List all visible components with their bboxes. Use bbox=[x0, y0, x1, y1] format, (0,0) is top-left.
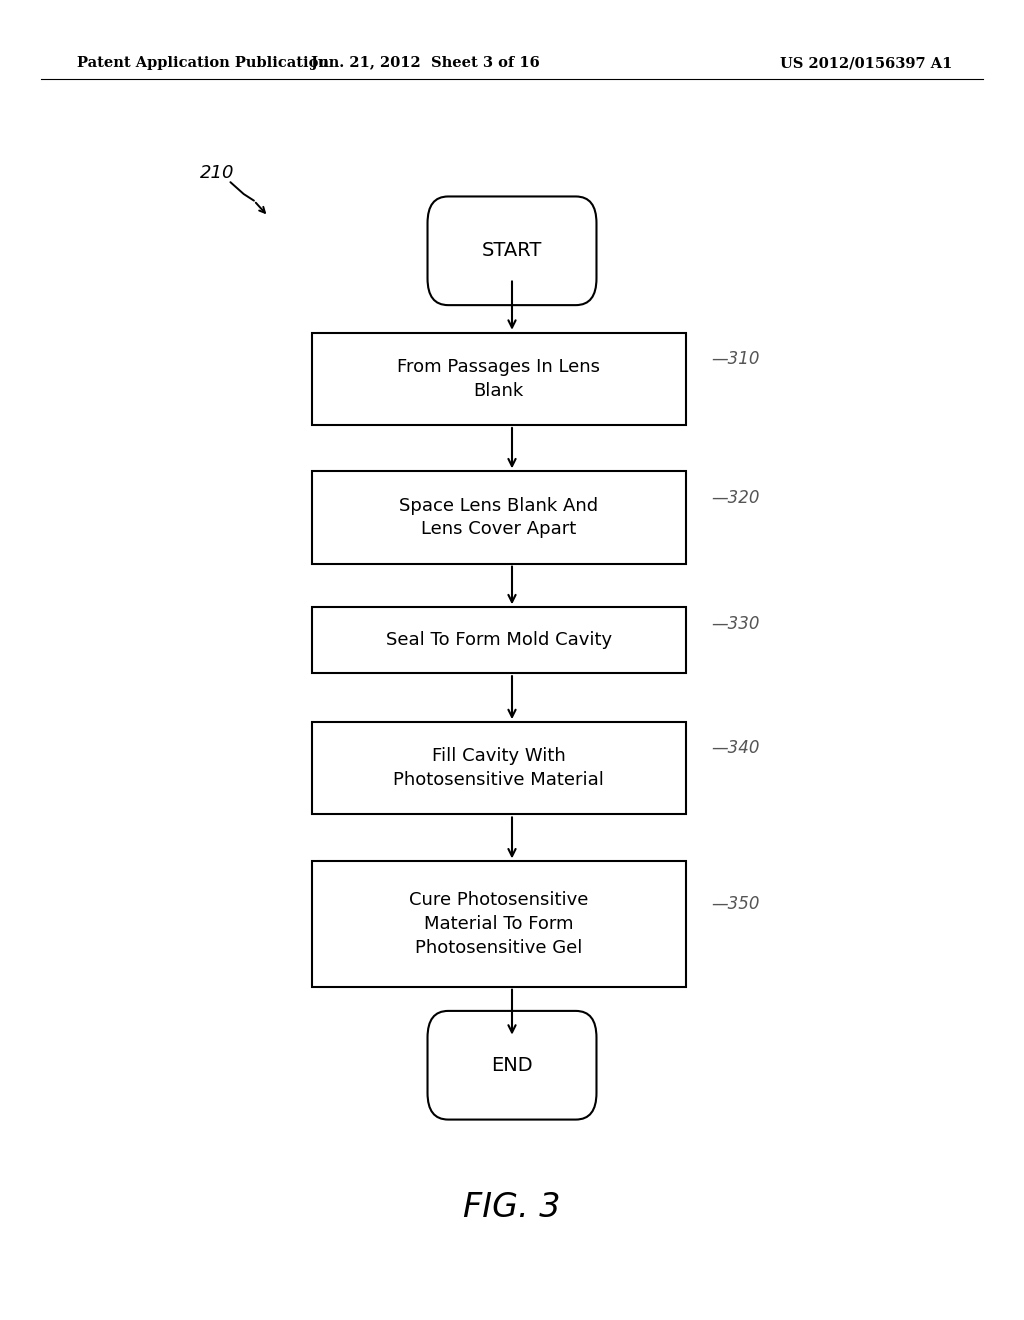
Text: From Passages In Lens
Blank: From Passages In Lens Blank bbox=[397, 358, 600, 400]
Text: —350: —350 bbox=[712, 895, 760, 913]
Text: —340: —340 bbox=[712, 739, 760, 758]
Bar bbox=[311, 722, 686, 814]
Text: Seal To Form Mold Cavity: Seal To Form Mold Cavity bbox=[386, 631, 611, 649]
Text: Space Lens Blank And
Lens Cover Apart: Space Lens Blank And Lens Cover Apart bbox=[399, 496, 598, 539]
Text: Patent Application Publication: Patent Application Publication bbox=[77, 57, 329, 70]
Bar bbox=[311, 333, 686, 425]
Text: FIG. 3: FIG. 3 bbox=[463, 1191, 561, 1225]
Text: 210: 210 bbox=[200, 164, 234, 182]
FancyBboxPatch shape bbox=[428, 197, 596, 305]
Text: Cure Photosensitive
Material To Form
Photosensitive Gel: Cure Photosensitive Material To Form Pho… bbox=[409, 891, 589, 957]
Bar bbox=[311, 861, 686, 987]
Text: —320: —320 bbox=[712, 488, 760, 507]
FancyBboxPatch shape bbox=[428, 1011, 596, 1119]
Text: END: END bbox=[492, 1056, 532, 1074]
Bar bbox=[311, 607, 686, 673]
Text: —310: —310 bbox=[712, 350, 760, 368]
Text: US 2012/0156397 A1: US 2012/0156397 A1 bbox=[780, 57, 952, 70]
Bar bbox=[311, 471, 686, 564]
Text: START: START bbox=[482, 242, 542, 260]
Text: Jun. 21, 2012  Sheet 3 of 16: Jun. 21, 2012 Sheet 3 of 16 bbox=[310, 57, 540, 70]
Text: Fill Cavity With
Photosensitive Material: Fill Cavity With Photosensitive Material bbox=[393, 747, 604, 789]
Text: —330: —330 bbox=[712, 615, 760, 634]
